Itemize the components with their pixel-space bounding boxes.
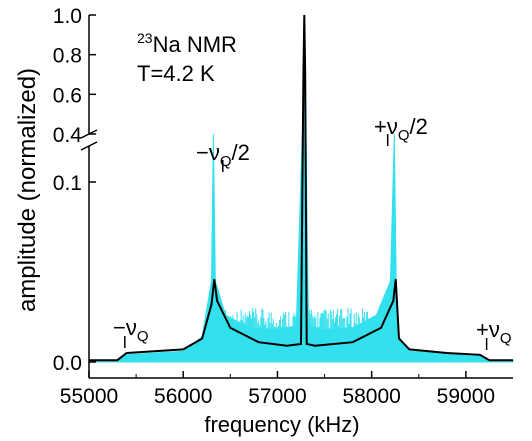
nucleus-label: 23Na NMR — [137, 30, 237, 57]
axes: 55000 56000 57000 58000 59000 0.4 0.6 0.8 1.0 0.0… — [53, 5, 513, 408]
nucleus-name: Na NMR — [153, 32, 237, 57]
y-tick-label: 0.4 — [53, 124, 83, 147]
x-tick-label: 57000 — [248, 385, 306, 408]
y-tick-label: 1.0 — [53, 5, 82, 28]
right-half-sub: Q — [398, 127, 410, 144]
y-tick-label: 0.6 — [53, 84, 82, 107]
left-half-suffix: /2 — [232, 140, 250, 165]
right-half-label: +νQ/2 — [374, 114, 428, 144]
right-half-prefix: + — [374, 114, 387, 139]
left-sat-prefix: − — [113, 315, 126, 340]
right-sat-sub: Q — [500, 330, 512, 347]
left-sat-nu: ν — [126, 315, 137, 340]
nucleus-sup: 23 — [137, 30, 153, 46]
x-tick-label: 55000 — [60, 385, 118, 408]
right-half-nu: ν — [387, 114, 398, 139]
x-tick-label: 56000 — [154, 385, 212, 408]
right-half-suffix: /2 — [410, 114, 428, 139]
left-half-sub: Q — [220, 153, 232, 170]
x-tick-label: 59000 — [437, 385, 495, 408]
y-tick-label: 0.8 — [53, 45, 82, 68]
temperature-label: T=4.2 K — [137, 61, 215, 86]
right-sat-prefix: + — [476, 317, 489, 342]
left-half-label: −νQ/2 — [196, 140, 250, 170]
y-tick-label: 0.1 — [53, 172, 82, 195]
left-half-prefix: − — [196, 140, 209, 165]
right-sat-nu: ν — [489, 317, 500, 342]
series-simulation-line — [89, 14, 513, 362]
left-sat-sub: Q — [137, 328, 149, 345]
x-tick-label: 58000 — [342, 385, 400, 408]
right-satellite-label: +νQ — [476, 317, 512, 347]
left-half-nu: ν — [209, 140, 220, 165]
axis-break-mark — [80, 141, 98, 151]
y-axis-label: amplitude (normalized) — [14, 68, 41, 312]
x-axis-label: frequency (kHz) — [204, 412, 359, 437]
left-satellite-label: −νQ — [113, 315, 149, 345]
y-tick-label: 0.0 — [53, 352, 82, 375]
plot-area — [88, 14, 514, 363]
